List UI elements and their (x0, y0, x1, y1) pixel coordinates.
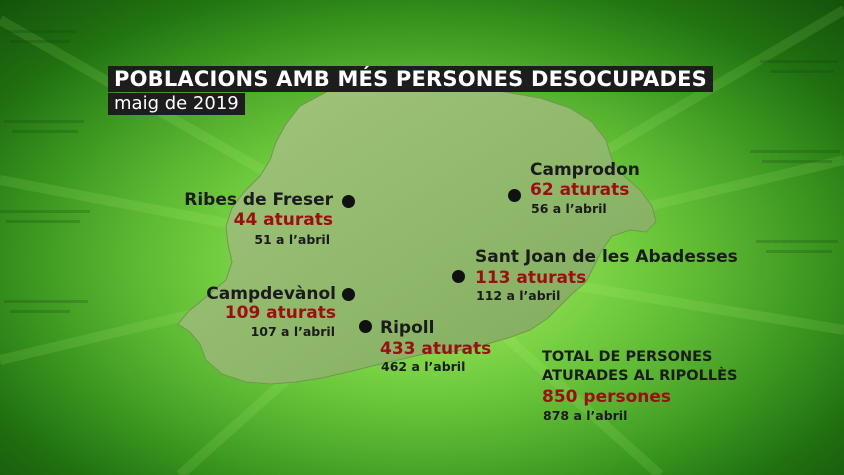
total-title-line1: TOTAL DE PERSONES (542, 349, 713, 365)
town-name-ripoll: Ripoll (380, 318, 435, 338)
ripolles-region-map (177, 81, 657, 385)
background-text-texture (0, 30, 840, 313)
town-previous-camprodon: 56 a l’abril (531, 201, 607, 216)
town-count-campdevanol: 109 aturats (224, 303, 336, 323)
town-marker-ripoll (359, 320, 372, 333)
town-name-ribes-de-freser: Ribes de Freser (184, 190, 333, 210)
town-marker-ribes-de-freser (342, 195, 355, 208)
page-title: POBLACIONS AMB MÉS PERSONES DESOCUPADES (108, 66, 713, 92)
town-name-campdevanol: Campdevànol (206, 284, 336, 304)
total-previous: 878 a l’abril (543, 408, 628, 423)
town-count-ribes-de-freser: 44 aturats (233, 210, 333, 230)
town-previous-ripoll: 462 a l’abril (381, 359, 466, 374)
town-previous-campdevanol: 107 a l’abril (250, 324, 335, 339)
town-count-sant-joan-de-les-abadesses: 113 aturats (475, 268, 587, 288)
page-subtitle: maig de 2019 (108, 93, 245, 115)
town-marker-sant-joan-de-les-abadesses (452, 270, 465, 283)
town-marker-camprodon (508, 189, 521, 202)
town-name-sant-joan-de-les-abadesses: Sant Joan de les Abadesses (475, 247, 738, 267)
town-count-camprodon: 62 aturats (530, 180, 630, 200)
town-previous-ribes-de-freser: 51 a l’abril (254, 232, 330, 247)
town-count-ripoll: 433 aturats (380, 339, 492, 359)
town-marker-campdevanol (342, 288, 355, 301)
town-previous-sant-joan-de-les-abadesses: 112 a l’abril (476, 288, 561, 303)
total-count: 850 persones (542, 387, 672, 407)
town-name-camprodon: Camprodon (530, 160, 640, 180)
total-title-line2: ATURADES AL RIPOLLÈS (542, 368, 738, 384)
